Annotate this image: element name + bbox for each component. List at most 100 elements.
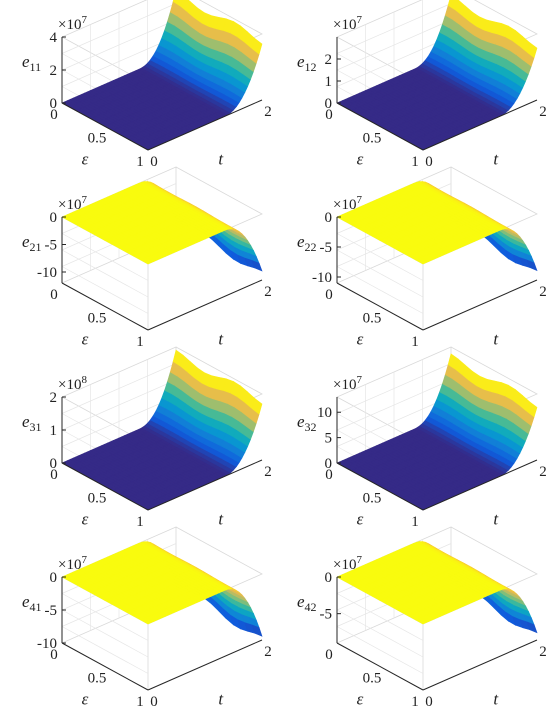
grid-line bbox=[336, 593, 424, 641]
z-tick-label: 2 bbox=[50, 390, 58, 406]
z-tick-label: 5 bbox=[325, 431, 333, 447]
eps-tick-label: 0.5 bbox=[88, 311, 107, 327]
eps-tick-label: 1 bbox=[136, 514, 144, 530]
eps-tick-label: 0 bbox=[325, 107, 333, 123]
t-axis-line bbox=[147, 99, 263, 151]
multiplier-label: ×107 bbox=[58, 194, 87, 213]
eps-tick-label: 0 bbox=[325, 287, 333, 303]
surface-plot-e22: 0 -5 -10 2 0 0.5 1 t ε e22 ×107 bbox=[297, 166, 547, 350]
eps-tick-label: 1 bbox=[411, 514, 419, 530]
grid-line bbox=[61, 363, 177, 414]
grid-line bbox=[61, 249, 149, 298]
grid-line bbox=[61, 379, 177, 431]
z-tick-label: 0 bbox=[325, 96, 333, 112]
t-tick-label: 0 bbox=[150, 694, 158, 710]
surface-plot-e21: 0 -5 -10 2 0 0.5 1 t ε e21 ×107 bbox=[22, 166, 272, 350]
multiplier-exponent: 7 bbox=[81, 554, 87, 566]
grid-line bbox=[336, 626, 424, 674]
grid-line bbox=[61, 36, 177, 87]
z-tick-label: -5 bbox=[45, 603, 58, 619]
eps-tick-label: 0.5 bbox=[363, 131, 382, 147]
z-tick-label: 1 bbox=[50, 423, 58, 439]
eps-axis-line bbox=[61, 102, 149, 151]
eps-tick-label: 1 bbox=[136, 334, 144, 350]
surface-patch bbox=[526, 259, 538, 272]
z-axis-label-subscript: 11 bbox=[30, 60, 42, 74]
surface-plot-e31: 0 1 2 2 0 0.5 1 t ε e31 ×108 bbox=[22, 346, 272, 530]
z-tick-label: 0 bbox=[50, 96, 58, 112]
z-tick-label: 0 bbox=[325, 210, 333, 226]
multiplier-exponent: 7 bbox=[81, 14, 87, 26]
grid-line bbox=[336, 396, 452, 447]
eps-tick-label: 0 bbox=[50, 287, 58, 303]
eps-tick-label: 0.5 bbox=[363, 311, 382, 327]
eps-tick-label: 0 bbox=[50, 647, 58, 663]
eps-tick-label: 0 bbox=[325, 467, 333, 483]
eps-axis-label: ε bbox=[357, 510, 364, 529]
eps-axis-label: ε bbox=[82, 510, 89, 529]
panel-e22: 0 -5 -10 2 0 0.5 1 t ε e22 ×107 bbox=[275, 166, 550, 360]
surface-patch bbox=[526, 621, 538, 634]
t-axis-label: t bbox=[493, 150, 499, 169]
eps-axis-line bbox=[336, 282, 424, 331]
surface-plot-e42: 0 -5 0 2 0 0.5 1 t ε e42 ×107 bbox=[297, 526, 547, 710]
z-axis-label-subscript: 12 bbox=[305, 60, 317, 74]
surface-patch bbox=[251, 624, 263, 637]
t-axis-line bbox=[147, 279, 263, 331]
multiplier-label: ×107 bbox=[333, 554, 362, 573]
surface-plot-e32: 0 5 10 2 0 0.5 1 t ε e32 ×107 bbox=[297, 346, 547, 530]
z-tick-label: 0 bbox=[50, 570, 58, 586]
eps-axis-line bbox=[336, 462, 424, 511]
grid-line bbox=[336, 249, 424, 298]
eps-tick-label: 1 bbox=[411, 154, 419, 170]
z-axis-label: e32 bbox=[297, 412, 317, 434]
z-tick-label: 4 bbox=[50, 30, 58, 46]
grid-line bbox=[336, 36, 452, 87]
t-tick-label: 0 bbox=[150, 154, 158, 170]
eps-axis-line bbox=[336, 642, 424, 691]
multiplier-exponent: 8 bbox=[81, 374, 87, 386]
t-axis-line bbox=[147, 459, 263, 511]
eps-axis-label: ε bbox=[82, 150, 89, 169]
z-tick-label: -5 bbox=[320, 240, 333, 256]
z-tick-label: 0 bbox=[325, 456, 333, 472]
grid-line bbox=[61, 609, 149, 658]
multiplier-label: ×108 bbox=[58, 374, 87, 393]
eps-axis-label: ε bbox=[82, 690, 89, 709]
eps-tick-label: 0.5 bbox=[363, 491, 382, 507]
multiplier-label: ×107 bbox=[333, 374, 362, 393]
grid-line bbox=[61, 396, 177, 447]
multiplier-exponent: 7 bbox=[81, 194, 87, 206]
t-tick-label: 2 bbox=[264, 104, 272, 120]
grid-line bbox=[61, 3, 177, 54]
t-axis-label: t bbox=[493, 510, 499, 529]
grid-line bbox=[336, 19, 452, 71]
eps-tick-label: 0 bbox=[50, 107, 58, 123]
panel-e11: 0 2 4 0 2 0 0.5 1 t ε e11 ×107 bbox=[0, 0, 275, 180]
t-axis-line bbox=[147, 639, 263, 691]
eps-tick-label: 0 bbox=[325, 647, 333, 663]
t-axis-label: t bbox=[218, 150, 224, 169]
t-tick-label: 0 bbox=[425, 154, 433, 170]
surface-plot-e11: 0 2 4 0 2 0 0.5 1 t ε e11 ×107 bbox=[22, 0, 272, 170]
t-axis-label: t bbox=[218, 330, 224, 349]
t-axis-line bbox=[422, 459, 538, 511]
multiplier-exponent: 7 bbox=[356, 374, 362, 386]
z-axis-label-subscript: 22 bbox=[305, 240, 317, 254]
multiplier-exponent: 7 bbox=[356, 14, 362, 26]
t-tick-label: 2 bbox=[264, 644, 272, 660]
z-tick-label: 0 bbox=[50, 456, 58, 472]
surface-patch bbox=[526, 42, 538, 59]
grid-line bbox=[61, 593, 149, 641]
t-tick-label: 2 bbox=[264, 464, 272, 480]
eps-tick-label: 0.5 bbox=[88, 671, 107, 687]
t-axis-label: t bbox=[218, 510, 224, 529]
eps-tick-label: 0 bbox=[50, 467, 58, 483]
panel-e41: 0 -5 -10 0 2 0 0.5 1 t ε e41 ×107 bbox=[0, 526, 275, 720]
surface-patch bbox=[251, 38, 263, 55]
eps-axis-label: ε bbox=[357, 690, 364, 709]
multiplier-label: ×107 bbox=[333, 14, 362, 33]
panel-e31: 0 1 2 2 0 0.5 1 t ε e31 ×108 bbox=[0, 346, 275, 540]
